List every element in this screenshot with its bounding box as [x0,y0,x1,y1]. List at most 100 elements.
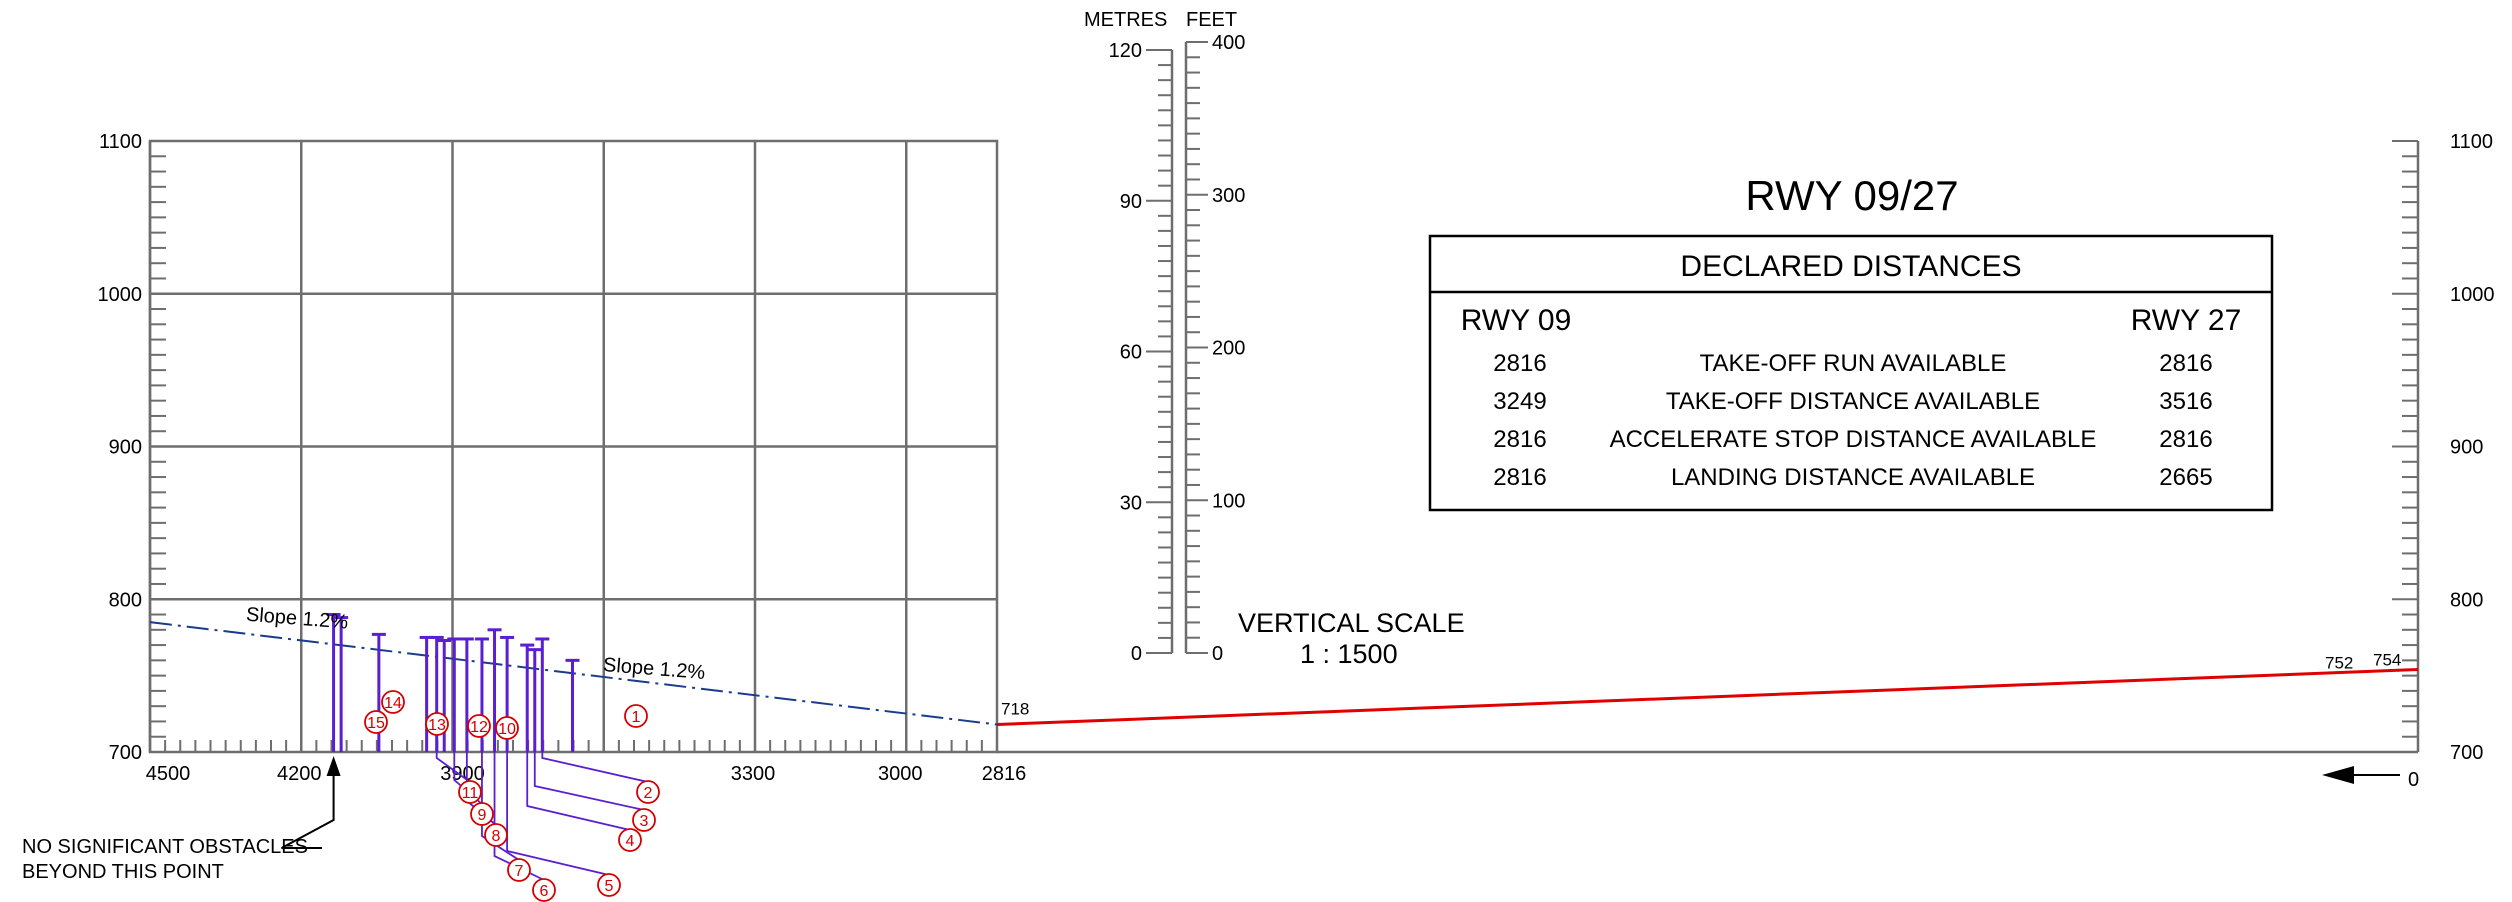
table-row-3-label: LANDING DISTANCE AVAILABLE [1671,464,2035,491]
vertical-scale-metres-unit: METRES [1084,9,1167,31]
obstacle-number: 10 [498,721,516,738]
table-row-1-rwy27: 3516 [2159,388,2212,415]
obstacle-7: 7 [474,637,531,882]
table-row-3-rwy27: 2665 [2159,464,2212,491]
obstacle-number: 13 [428,717,446,734]
elevation-label-718: 718 [1001,700,1029,719]
obstacle-leader [526,752,631,831]
obstacle-number: 5 [605,878,614,895]
table-row-0-label: TAKE-OFF RUN AVAILABLE [1700,350,2007,377]
feet-label: 300 [1212,185,1245,207]
x-tick-label: 3000 [878,763,923,785]
obstacle-2: 2 [535,637,660,804]
obstacle-circle [484,823,508,847]
table-row-1-label: TAKE-OFF DISTANCE AVAILABLE [1666,388,2040,415]
metres-label: 120 [1109,40,1142,62]
x-tick-label: 2816 [982,763,1027,785]
table-row-2-label: ACCELERATE STOP DISTANCE AVAILABLE [1610,426,2097,453]
obstacle-circle [636,780,660,804]
metres-label: 30 [1120,492,1142,514]
metres-label: 90 [1120,191,1142,213]
obstacle-1: 1 [565,658,648,752]
feet-label: 100 [1212,490,1245,512]
elevation-label-752: 752 [2325,654,2353,673]
vertical-scale-ratio: 1 : 1500 [1300,639,1398,669]
runway-title: RWY 09/27 [1745,172,1958,219]
annotation-arrow-icon [326,756,341,776]
no-obstacles-annotation [281,756,341,849]
obstacle-circle [507,858,531,882]
annotation-leader [281,772,335,849]
obstacle-number: 6 [540,883,549,900]
y-tick-label: 900 [109,437,142,459]
obstacle-number: 8 [492,828,501,845]
y-tick-label: 900 [2450,437,2483,459]
y-tick-label: 800 [2450,589,2483,611]
obstacle-circle [470,802,494,826]
obstacle-circle [632,808,656,832]
vertical-scale-title: VERTICAL SCALE [1238,608,1465,638]
table-col-rwy27: RWY 27 [2131,304,2242,337]
obstacle-circle [381,690,405,714]
y-tick-label: 1100 [99,131,142,153]
obstacle-11: 11 [429,635,482,804]
table-row-2-rwy09: 2816 [1493,426,1546,453]
feet-label: 400 [1212,32,1245,54]
obstacle-circle [467,714,491,738]
y-tick-label: 1000 [2450,284,2495,306]
table-row-0-rwy27: 2816 [2159,350,2212,377]
table-row-2-rwy27: 2816 [2159,426,2212,453]
obstacle-number: 4 [626,833,635,850]
obstacle-number: 1 [632,709,641,726]
y-tick-label: 700 [109,742,142,764]
obstacle-circle [364,710,388,734]
table-row-1-rwy09: 3249 [1493,388,1546,415]
obstacle-circle [532,878,556,902]
obstacle-number: 7 [515,863,524,880]
obstacle-15: 15 [326,613,388,752]
annotation-line-2: BEYOND THIS POINT [22,861,224,883]
obstacle-circle [624,704,648,728]
obstacle-number: 14 [384,695,402,712]
obstacle-circle [495,716,519,740]
obstacle-circle [425,712,449,736]
obstacle-circle [597,873,621,897]
feet-label: 0 [1212,643,1223,665]
declared-distances-table: DECLARED DISTANCES RWY 09 RWY 27 2816 TA… [1428,234,2274,512]
runway-profile-line [996,668,2419,727]
obstacle-leader [435,752,471,783]
table-title: DECLARED DISTANCES [1680,250,2021,283]
y-tick-label: 1000 [98,284,143,306]
obstacle-leader [506,752,610,876]
elevation-label-754: 754 [2373,651,2401,670]
obstacle-3: 3 [527,648,656,832]
feet-label: 200 [1212,338,1245,360]
obstacle-circle [458,780,482,804]
obstacle-12: 12 [419,635,491,752]
vertical-scale-feet-unit: FEET [1186,9,1237,31]
table-col-rwy09: RWY 09 [1461,304,1572,337]
obstacle-number: 11 [462,785,479,802]
annotation-line-1: NO SIGNIFICANT OBSTACLES [22,836,308,858]
x-tick-label: 4200 [277,763,322,785]
obstacle-leader [533,752,645,811]
table-row-0-rwy09: 2816 [1493,350,1546,377]
table-row-3-rwy09: 2816 [1493,464,1546,491]
obstacle-circle [618,828,642,852]
obstacle-leader [481,752,520,861]
obstacle-leader [541,752,649,783]
y-tick-label: 700 [2450,742,2483,764]
origin-zero-label: 0 [2408,769,2419,791]
profile-y-axis-right: 700 800 900 1000 1100 [2392,131,2495,764]
x-tick-label: 3300 [731,763,776,785]
obstacle-number: 3 [640,813,649,830]
metres-label: 60 [1120,342,1142,364]
obstacle-number: 15 [367,715,385,732]
y-tick-label: 800 [109,589,142,611]
obstacle-number: 2 [644,785,653,802]
obstacle-number: 12 [470,719,488,736]
vertical-scale: 0 30 60 90 120 0 100 200 300 400 [1109,32,1246,665]
obstacle-14: 14 [334,616,405,752]
